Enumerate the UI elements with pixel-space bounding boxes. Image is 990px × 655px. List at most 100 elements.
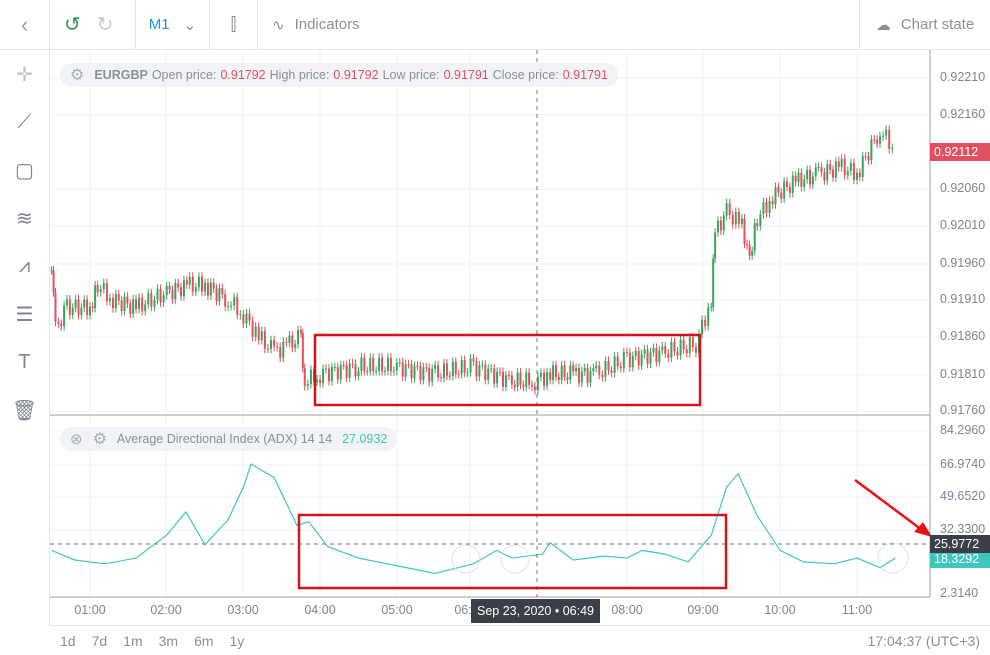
candle bbox=[425, 367, 428, 369]
candle bbox=[303, 368, 306, 387]
candle bbox=[273, 340, 276, 347]
candle bbox=[634, 351, 637, 356]
drawing-toolbar: ✛ ⟋ ▢ ≋ ⩘ ☰ T 🗑 bbox=[0, 50, 50, 625]
fibonacci-tool[interactable]: ☰ bbox=[0, 290, 49, 338]
candle bbox=[257, 326, 260, 341]
candle bbox=[625, 352, 628, 354]
candle bbox=[879, 136, 882, 144]
trend-line-tool[interactable]: ⟋ bbox=[0, 98, 49, 146]
range-1d[interactable]: 1d bbox=[60, 632, 76, 649]
candle bbox=[263, 331, 266, 349]
candle bbox=[99, 289, 102, 293]
back-button[interactable]: ‹ bbox=[0, 0, 50, 50]
crosshair-icon: ✛ bbox=[16, 63, 33, 86]
candle bbox=[725, 203, 728, 216]
range-7d[interactable]: 7d bbox=[91, 632, 108, 649]
candle bbox=[204, 282, 207, 292]
candle bbox=[719, 220, 722, 231]
candle bbox=[71, 307, 74, 315]
candle bbox=[171, 289, 174, 300]
chart-canvas[interactable] bbox=[0, 0, 990, 625]
text-tool[interactable]: T bbox=[0, 338, 49, 386]
candle bbox=[546, 372, 549, 386]
range-3m[interactable]: 3m bbox=[158, 632, 179, 649]
candle bbox=[351, 363, 354, 365]
price-axis-label: 0.91860 bbox=[940, 329, 986, 343]
candle bbox=[510, 375, 513, 385]
candle bbox=[457, 374, 460, 376]
candle bbox=[369, 357, 372, 372]
candle bbox=[57, 322, 60, 324]
redo-icon[interactable]: ↻ bbox=[96, 14, 114, 36]
candle bbox=[309, 369, 312, 385]
candle bbox=[94, 285, 97, 309]
timeframe-select[interactable]: M1 ⌄ bbox=[136, 0, 210, 50]
range-1y[interactable]: 1y bbox=[229, 632, 245, 649]
candle bbox=[734, 212, 737, 225]
candle bbox=[422, 367, 425, 381]
candle bbox=[834, 161, 837, 178]
candle bbox=[434, 365, 437, 369]
candle bbox=[242, 314, 245, 324]
close-label: Close price: bbox=[492, 68, 559, 82]
candle bbox=[522, 384, 525, 387]
candle bbox=[254, 326, 257, 337]
candle bbox=[117, 293, 120, 301]
gear-icon[interactable]: ⚙ bbox=[92, 431, 107, 448]
candle bbox=[490, 368, 493, 370]
candle bbox=[837, 161, 840, 168]
candle bbox=[251, 320, 254, 337]
candle bbox=[129, 303, 132, 314]
bottom-bar: 1d 7d 1m 3m 6m 1y 17:04:37 (UTC+3) bbox=[50, 625, 990, 655]
candle bbox=[378, 357, 381, 371]
gear-icon[interactable]: ⚙ bbox=[70, 67, 85, 84]
candle bbox=[445, 363, 448, 376]
range-6m[interactable]: 6m bbox=[194, 632, 214, 649]
candle bbox=[138, 297, 141, 310]
candle bbox=[652, 347, 655, 353]
candle bbox=[174, 283, 177, 300]
undo-icon[interactable]: ↺ bbox=[64, 14, 81, 36]
candle bbox=[319, 379, 322, 383]
chart-state-button[interactable]: ☁ Chart state bbox=[859, 0, 990, 50]
open-label: Open price: bbox=[151, 68, 217, 82]
candle bbox=[180, 287, 183, 297]
candle bbox=[114, 293, 117, 309]
rectangle-tool[interactable]: ▢ bbox=[0, 146, 49, 194]
time-axis-label: 10:00 bbox=[764, 603, 796, 617]
chart-type-button[interactable]: ⫿ bbox=[210, 0, 258, 50]
candle bbox=[682, 339, 685, 350]
candle bbox=[105, 282, 108, 302]
close-icon[interactable]: ⊗ bbox=[70, 431, 83, 448]
low-label: Low price: bbox=[382, 68, 440, 82]
candle bbox=[392, 370, 395, 372]
time-axis-label: 08:00 bbox=[611, 603, 643, 617]
zoom-out-button bbox=[451, 544, 481, 574]
candle bbox=[673, 341, 676, 352]
candle bbox=[858, 172, 861, 177]
candle bbox=[182, 280, 185, 297]
candle bbox=[224, 294, 227, 307]
candle bbox=[610, 370, 613, 373]
candle bbox=[74, 299, 77, 308]
candle bbox=[622, 352, 625, 369]
candle bbox=[339, 365, 342, 380]
candle bbox=[777, 187, 780, 193]
pattern-tool[interactable]: ⩘ bbox=[0, 242, 49, 290]
chevron-left-icon: ‹ bbox=[20, 11, 29, 37]
candle bbox=[50, 270, 53, 272]
range-1m[interactable]: 1m bbox=[123, 632, 143, 649]
adx-legend: ⊗ ⚙ Average Directional Index (ADX) 14 1… bbox=[60, 427, 398, 451]
candle bbox=[80, 307, 83, 315]
candle bbox=[65, 299, 68, 306]
adx-value-tag: 18.3292 bbox=[930, 550, 990, 568]
candle bbox=[676, 351, 679, 356]
delete-tool[interactable]: 🗑 bbox=[0, 386, 49, 434]
crosshair-tool[interactable]: ✛ bbox=[0, 50, 49, 98]
candle bbox=[86, 299, 89, 315]
channel-tool[interactable]: ≋ bbox=[0, 194, 49, 242]
indicators-button[interactable]: ∿ Indicators bbox=[258, 0, 374, 50]
candle bbox=[270, 340, 273, 349]
candle bbox=[791, 175, 794, 194]
time-axis-label: 04:00 bbox=[304, 603, 336, 617]
